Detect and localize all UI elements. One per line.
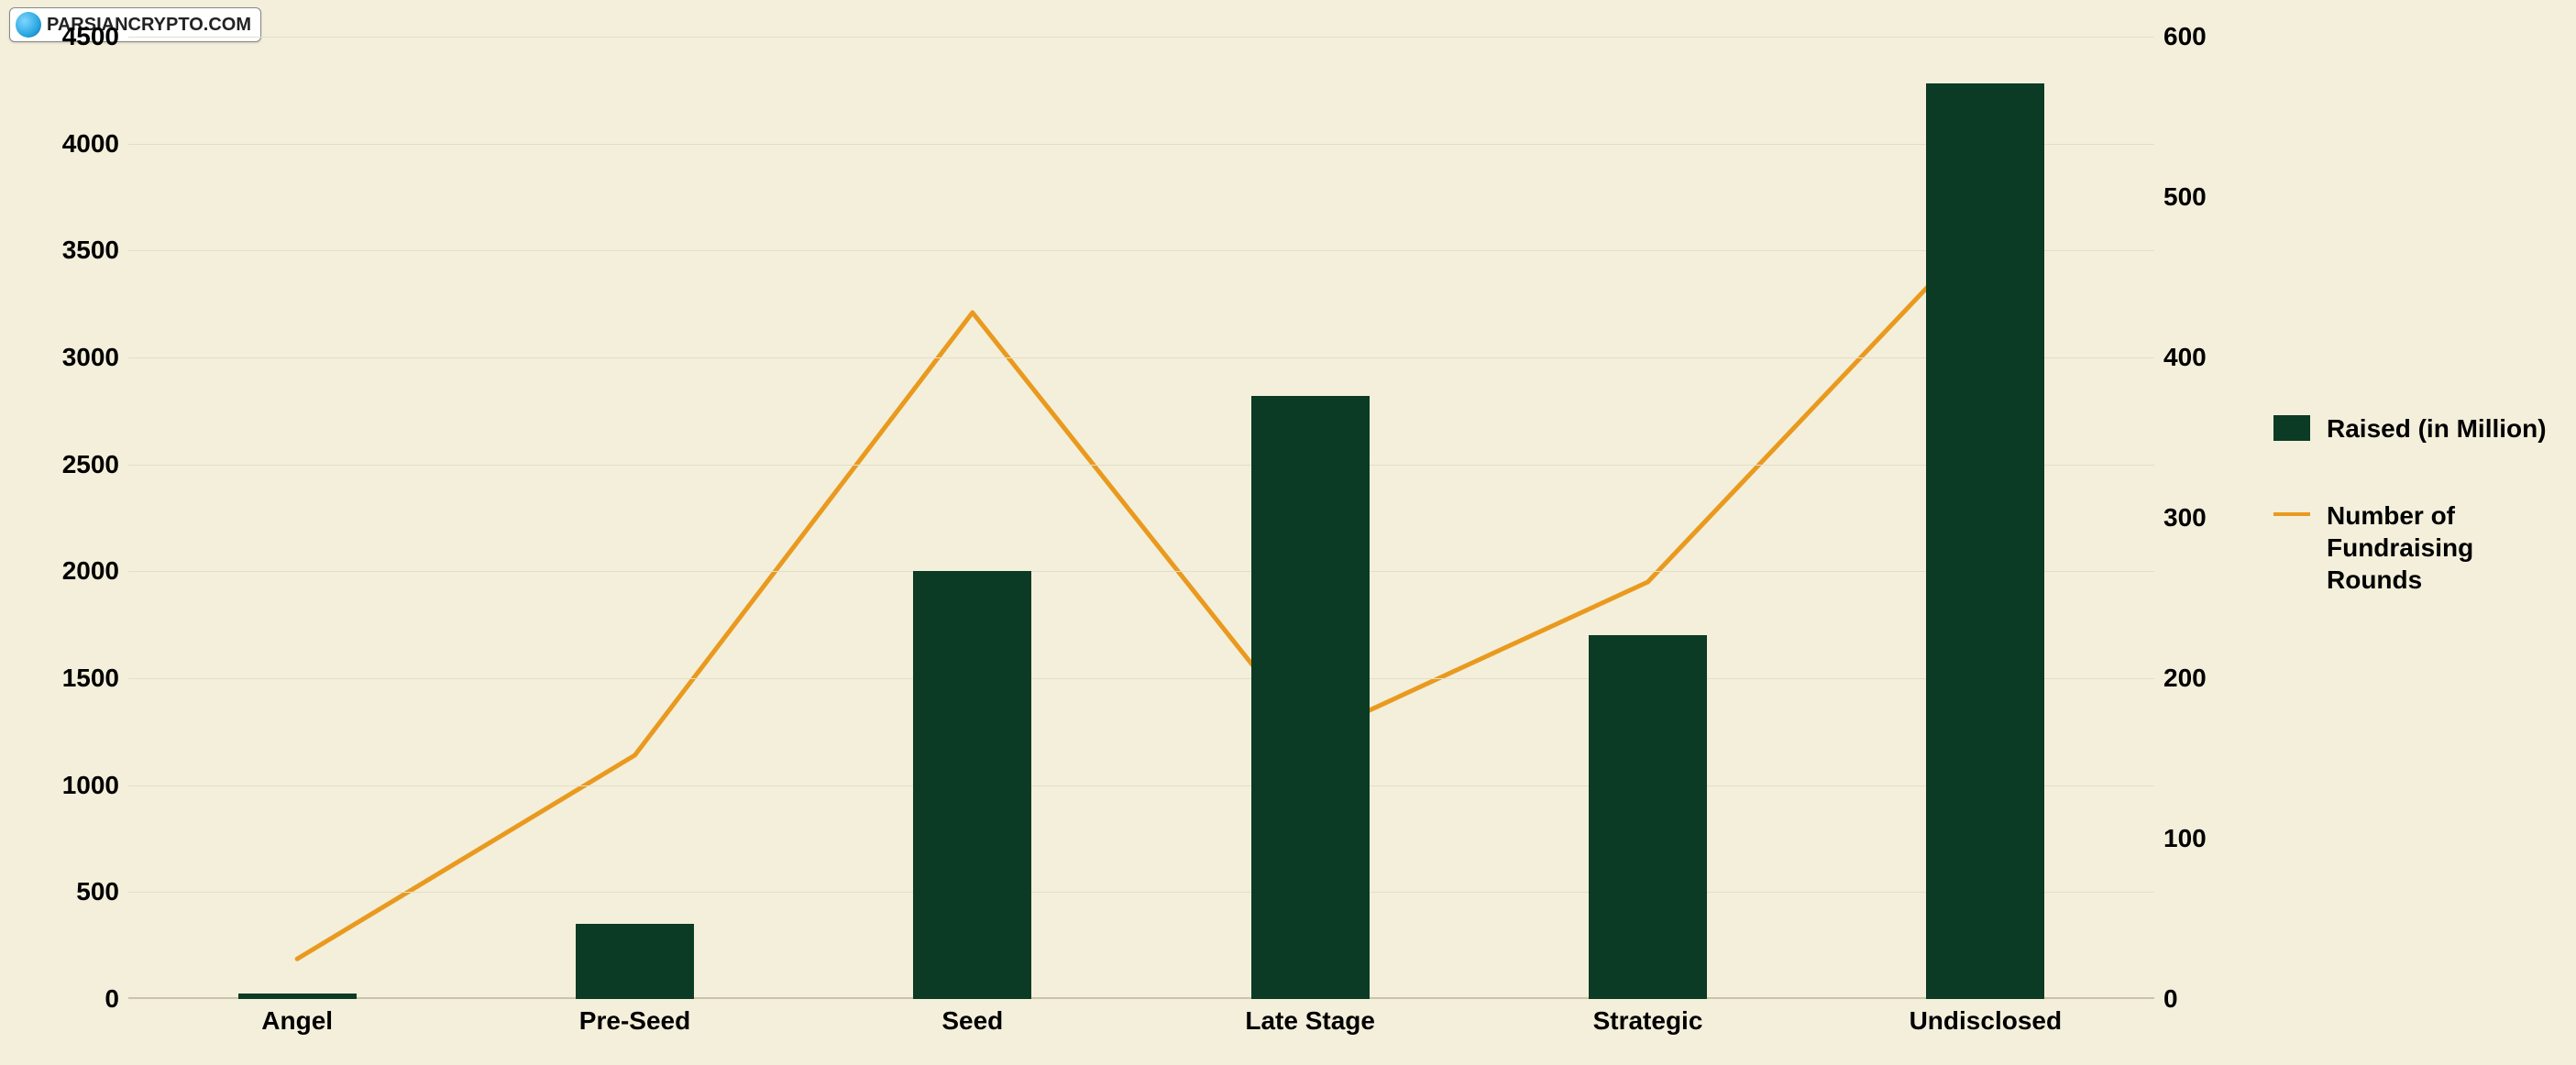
chart-container: PARSIANCRYPTO.COM Raised (in Million) Nu… [0, 0, 2576, 1065]
category-label: Strategic [1593, 1006, 1703, 1036]
line-series [297, 226, 1986, 960]
y-right-tick-label: 600 [2163, 22, 2255, 51]
y-left-tick-label: 1000 [28, 771, 119, 800]
bar [1251, 396, 1370, 999]
y-left-tick-label: 0 [28, 984, 119, 1014]
category-label: Pre-Seed [579, 1006, 690, 1036]
category-label: Seed [941, 1006, 1003, 1036]
y-left-tick-label: 1500 [28, 664, 119, 693]
category-label: Late Stage [1245, 1006, 1375, 1036]
y-right-tick-label: 500 [2163, 182, 2255, 212]
y-left-tick-label: 2000 [28, 556, 119, 586]
y-left-tick-label: 2500 [28, 450, 119, 479]
bar [913, 571, 1031, 999]
legend-swatch-bar-icon [2273, 415, 2310, 441]
category-label: Angel [261, 1006, 333, 1036]
y-right-tick-label: 400 [2163, 343, 2255, 372]
gridline [128, 465, 2154, 466]
gridline [128, 571, 2154, 572]
bar [576, 924, 694, 999]
legend: Raised (in Million) Number of Fundraisin… [2273, 412, 2565, 651]
gridline [128, 144, 2154, 145]
y-left-tick-label: 3000 [28, 343, 119, 372]
bar [238, 994, 357, 999]
gridline [128, 37, 2154, 38]
bar [1589, 635, 1707, 999]
y-left-tick-label: 4500 [28, 22, 119, 51]
y-right-tick-label: 100 [2163, 824, 2255, 853]
legend-label-line: Number of Fundraising Rounds [2327, 500, 2565, 596]
gridline [128, 250, 2154, 251]
gridline [128, 892, 2154, 893]
y-left-tick-label: 4000 [28, 129, 119, 159]
legend-label-bar: Raised (in Million) [2327, 412, 2547, 445]
legend-swatch-line-icon [2273, 512, 2310, 516]
gridline [128, 678, 2154, 679]
y-left-tick-label: 500 [28, 877, 119, 906]
line-series-layer [128, 37, 2154, 999]
plot-area [128, 37, 2154, 999]
category-label: Undisclosed [1910, 1006, 2062, 1036]
legend-item-bar: Raised (in Million) [2273, 412, 2565, 445]
legend-item-line: Number of Fundraising Rounds [2273, 500, 2565, 596]
gridline [128, 785, 2154, 786]
y-right-tick-label: 0 [2163, 984, 2255, 1014]
y-left-tick-label: 3500 [28, 236, 119, 265]
bar [1926, 83, 2044, 999]
y-right-tick-label: 200 [2163, 664, 2255, 693]
gridline [128, 357, 2154, 358]
y-right-tick-label: 300 [2163, 503, 2255, 532]
